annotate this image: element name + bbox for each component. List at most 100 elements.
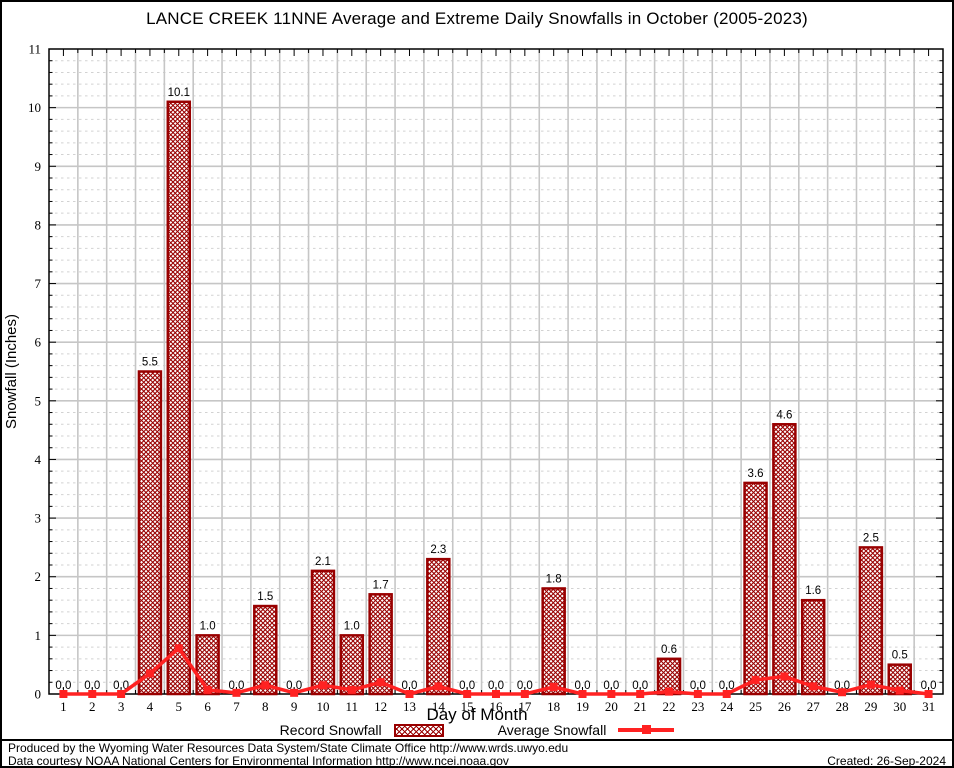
chart-title: LANCE CREEK 11NNE Average and Extreme Da…: [146, 9, 808, 28]
svg-text:1.7: 1.7: [373, 579, 389, 591]
average-marker-day-12: [376, 678, 385, 687]
svg-text:1.0: 1.0: [200, 620, 216, 632]
bar-day-26: [772, 423, 797, 696]
average-marker-day-14: [434, 682, 443, 691]
svg-text:3: 3: [35, 511, 42, 526]
svg-text:0.0: 0.0: [517, 680, 533, 692]
average-markers: [59, 644, 933, 698]
svg-text:0.0: 0.0: [921, 680, 937, 692]
average-marker-day-8: [261, 681, 270, 690]
average-marker-day-29: [866, 680, 875, 689]
svg-text:29: 29: [864, 699, 877, 714]
record-snowfall-swatch: [393, 723, 444, 737]
svg-text:10: 10: [316, 699, 329, 714]
average-marker-day-13: [405, 690, 414, 698]
bar-day-6: [195, 634, 220, 696]
svg-text:11: 11: [346, 699, 359, 714]
x-axis-title: Day of Month: [426, 705, 528, 724]
svg-text:18: 18: [547, 699, 560, 714]
svg-text:7: 7: [35, 276, 42, 291]
average-marker-day-16: [492, 690, 500, 698]
legend-label-average: Average Snowfall: [497, 722, 607, 738]
bar-day-29: [858, 546, 884, 696]
svg-text:5: 5: [35, 393, 42, 408]
footer-divider: [2, 739, 952, 741]
svg-text:4: 4: [35, 452, 42, 467]
svg-text:5.5: 5.5: [142, 357, 158, 369]
average-marker-day-19: [578, 690, 587, 698]
svg-text:10: 10: [28, 100, 41, 115]
average-marker-day-5: [174, 644, 183, 653]
svg-text:9: 9: [35, 159, 42, 174]
average-marker-day-30: [895, 686, 904, 695]
svg-text:0.0: 0.0: [719, 680, 735, 692]
average-marker-day-2: [88, 690, 97, 698]
average-marker-day-1: [59, 690, 68, 698]
grid-major-vertical: [77, 49, 915, 694]
svg-text:21: 21: [634, 699, 647, 714]
svg-text:19: 19: [576, 699, 589, 714]
bar-day-12: [368, 593, 393, 696]
average-marker-day-7: [232, 688, 241, 697]
svg-text:1: 1: [35, 628, 42, 643]
average-marker-day-18: [549, 682, 558, 691]
svg-text:0.6: 0.6: [661, 644, 677, 656]
svg-text:2: 2: [89, 699, 96, 714]
svg-text:11: 11: [28, 42, 41, 57]
average-snowfall-swatch: [618, 725, 675, 734]
svg-text:2.3: 2.3: [430, 544, 446, 556]
svg-text:10.1: 10.1: [168, 87, 190, 99]
svg-text:0: 0: [35, 687, 42, 702]
svg-text:16: 16: [490, 699, 504, 714]
svg-text:1.5: 1.5: [257, 591, 273, 603]
svg-text:23: 23: [691, 699, 704, 714]
bar-day-18: [541, 587, 566, 696]
svg-text:2.5: 2.5: [863, 532, 879, 544]
average-marker-day-23: [693, 690, 702, 698]
average-marker-day-15: [463, 690, 472, 698]
svg-text:14: 14: [432, 699, 446, 714]
average-marker-day-26: [780, 672, 789, 681]
svg-text:0.0: 0.0: [84, 680, 100, 692]
average-marker-day-24: [722, 690, 731, 698]
svg-text:30: 30: [893, 699, 906, 714]
average-marker-day-27: [809, 682, 818, 691]
record-bars: [137, 100, 912, 696]
svg-text:8: 8: [262, 699, 269, 714]
y-axis-title: Snowfall (Inches): [3, 314, 20, 429]
svg-text:6: 6: [35, 335, 42, 350]
bar-day-4: [137, 370, 163, 696]
svg-text:26: 26: [778, 699, 792, 714]
average-marker-day-9: [290, 688, 299, 697]
average-marker-day-25: [751, 675, 760, 684]
svg-text:1.6: 1.6: [805, 585, 821, 597]
bar-day-5: [166, 100, 192, 696]
footer-data-courtesy: Data courtesy NOAA National Centers for …: [8, 754, 509, 768]
svg-text:25: 25: [749, 699, 762, 714]
average-marker-day-17: [520, 690, 529, 698]
x-tick-labels: 1 2 3 4 5 6 7 8 9 10 11 12 13 14 15 16 17 18 19 20 21 22 23 24 2…: [60, 699, 935, 714]
svg-text:0.0: 0.0: [603, 680, 619, 692]
average-marker-day-10: [318, 681, 327, 690]
svg-text:0.0: 0.0: [55, 680, 71, 692]
bar-day-10: [310, 569, 336, 696]
svg-text:13: 13: [403, 699, 416, 714]
svg-text:7: 7: [233, 699, 240, 714]
svg-text:1: 1: [60, 699, 67, 714]
footer-created-date: Created: 26-Sep-2024: [827, 754, 946, 768]
svg-text:9: 9: [291, 699, 298, 714]
bar-day-8: [253, 604, 278, 696]
svg-text:27: 27: [807, 699, 821, 714]
svg-text:0.0: 0.0: [401, 680, 417, 692]
svg-text:8: 8: [35, 217, 42, 232]
bar-day-14: [426, 557, 451, 696]
svg-text:2.1: 2.1: [315, 556, 331, 568]
footer: Produced by the Wyoming Water Resources …: [8, 742, 946, 768]
average-marker-day-4: [145, 669, 154, 678]
y-tick-labels: 0 1 2 3 4 5 6 7 8 9 10 11: [28, 42, 42, 702]
svg-text:31: 31: [922, 699, 935, 714]
svg-text:0.0: 0.0: [488, 680, 504, 692]
svg-text:22: 22: [663, 699, 676, 714]
